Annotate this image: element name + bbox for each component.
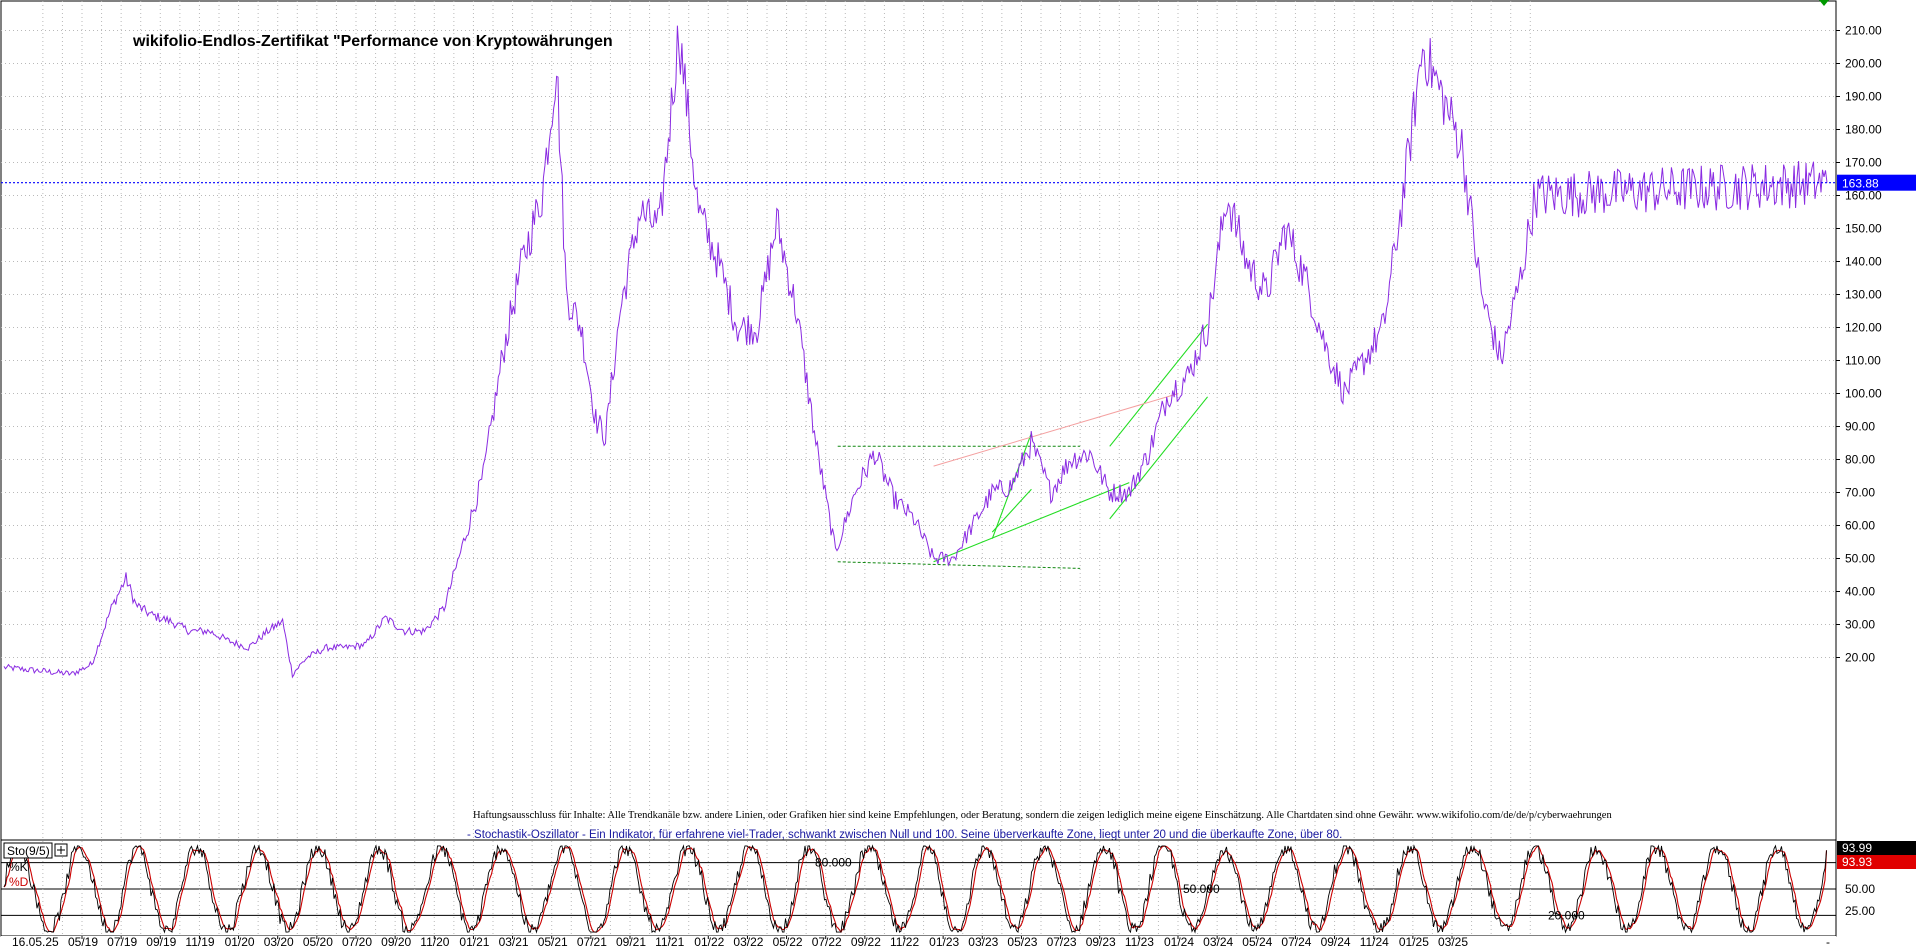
stochastic-k-line [3, 844, 1827, 934]
price-tick-label: 40.00 [1845, 585, 1875, 599]
annotation-lines [837, 323, 1209, 569]
date-tick-label: 16.05.25 [12, 935, 59, 948]
k-value-label: 93.99 [1837, 841, 1916, 855]
trend-line-green [1109, 323, 1209, 447]
date-tick-label: 03/21 [499, 935, 529, 948]
date-tick-label: 11/20 [420, 935, 449, 948]
trend-line-green [933, 482, 1130, 563]
level-50-label: 50.000 [1183, 882, 1220, 896]
oscillator-description: - Stochastik-Oszillator - Ein Indikator,… [467, 829, 1342, 841]
scroll-dash-icon[interactable]: - [1826, 935, 1830, 948]
k-value-text: 93.99 [1842, 841, 1872, 855]
d-value-bg [1837, 855, 1916, 869]
date-tick-label: 09/20 [381, 935, 411, 948]
date-tick-label: 07/21 [577, 935, 607, 948]
price-tick-label: 200.00 [1845, 57, 1882, 71]
date-tick-label: 11/21 [655, 935, 684, 948]
legend-d-label: %D [9, 875, 29, 889]
current-price-label-text: 163.88 [1842, 177, 1879, 191]
level-20-label: 20.000 [1548, 908, 1585, 922]
date-tick-label: 03/22 [733, 935, 763, 948]
price-line [3, 25, 1828, 679]
disclaimer-text: Haftungsausschluss für Inhalte: Alle Tre… [473, 810, 1612, 821]
d-value-label: 93.93 [1837, 855, 1916, 869]
date-axis-bg [1, 936, 1836, 948]
date-axis: 16.05.25 05/19 07/19 09/19 11/19 01/20 03/20 05… [12, 935, 1468, 948]
price-tick-label: 150.00 [1845, 222, 1882, 236]
price-tick-label: 80.00 [1845, 453, 1875, 467]
stochastic-d-line [3, 845, 1828, 934]
oscillator-title[interactable]: Sto(9/5) [3, 842, 53, 859]
trend-line-green [991, 488, 1032, 533]
date-tick-label: 01/21 [459, 935, 489, 948]
date-tick-label: 11/24 [1360, 935, 1389, 948]
support-line-dotted [837, 561, 1081, 569]
date-tick-label: 03/25 [1438, 935, 1468, 948]
d-value-text: 93.93 [1842, 855, 1872, 869]
date-tick-label: 09/24 [1321, 935, 1351, 948]
date-tick-label: 05/20 [303, 935, 333, 948]
date-tick-label: 03/23 [968, 935, 998, 948]
date-tick-label: 09/22 [851, 935, 881, 948]
date-tick-label: 07/22 [812, 935, 842, 948]
oscillator-title-box [3, 842, 53, 859]
date-tick-label: 03/20 [264, 935, 294, 948]
date-tick-label: 11/19 [185, 935, 214, 948]
price-tick-label: 160.00 [1845, 189, 1882, 203]
date-tick-label: 07/20 [342, 935, 372, 948]
price-tick-label: 130.00 [1845, 288, 1882, 302]
price-tick-label: 30.00 [1845, 618, 1875, 632]
price-tick-label: 190.00 [1845, 90, 1882, 104]
date-tick-label: 03/24 [1203, 935, 1233, 948]
price-tick-label: 110.00 [1845, 354, 1881, 368]
price-tick-label: 170.00 [1845, 156, 1882, 170]
date-tick-label: 01/20 [225, 935, 255, 948]
price-tick-label: 70.00 [1845, 486, 1875, 500]
price-tick-label: 100.00 [1845, 387, 1882, 401]
price-tick-label: 60.00 [1845, 519, 1875, 533]
price-tick-label: 180.00 [1845, 123, 1882, 137]
oscillator-tick-label: 25.00 [1845, 904, 1875, 918]
oscillator-tick-label: 50.00 [1845, 882, 1875, 896]
date-tick-label: 01/24 [1164, 935, 1194, 948]
price-tick-label: 210.00 [1845, 24, 1882, 38]
date-tick-label: 01/25 [1399, 935, 1429, 948]
date-tick-label: 09/23 [1086, 935, 1116, 948]
date-tick-label: 09/19 [146, 935, 176, 948]
date-tick-label: 09/21 [616, 935, 646, 948]
date-tick-label: 05/22 [773, 935, 803, 948]
date-tick-label: 05/21 [538, 935, 568, 948]
date-tick-label: 07/19 [107, 935, 137, 948]
date-tick-label: 11/23 [1125, 935, 1154, 948]
top-marker-triangle [1819, 0, 1829, 6]
k-value-bg [1837, 841, 1916, 855]
date-tick-label: 07/23 [1047, 935, 1077, 948]
date-tick-label: 01/22 [694, 935, 724, 948]
date-tick-label: 11/22 [890, 935, 919, 948]
price-axis-labels: 20.00 30.00 40.00 50.00 60.00 70.00 80.00 90.00… [1836, 24, 1882, 665]
level-80-label: 80.000 [815, 856, 852, 870]
date-tick-label: 07/24 [1281, 935, 1311, 948]
oscillator-grid [1, 841, 1836, 936]
date-tick-label: 05/24 [1242, 935, 1272, 948]
price-tick-label: 90.00 [1845, 420, 1875, 434]
price-tick-label: 50.00 [1845, 552, 1875, 566]
price-tick-label: 120.00 [1845, 321, 1882, 335]
date-tick-label: 05/23 [1007, 935, 1037, 948]
price-tick-label: 140.00 [1845, 255, 1882, 269]
chart-title: wikifolio-Endlos-Zertifikat "Performance… [132, 33, 613, 50]
date-tick-label: 01/23 [929, 935, 959, 948]
oscillator-title-text: Sto(9/5) [7, 844, 50, 858]
date-tick-label: 05/19 [68, 935, 98, 948]
trend-line-pink [933, 393, 1179, 467]
expand-button[interactable] [54, 843, 68, 857]
oscillator-axis-labels: 25.00 50.00 [1845, 882, 1875, 918]
current-price-label-bg [1837, 174, 1916, 191]
current-price-label: 163.88 [1837, 174, 1916, 191]
legend-k-label: %K [9, 860, 28, 874]
price-tick-label: 20.00 [1845, 651, 1875, 665]
